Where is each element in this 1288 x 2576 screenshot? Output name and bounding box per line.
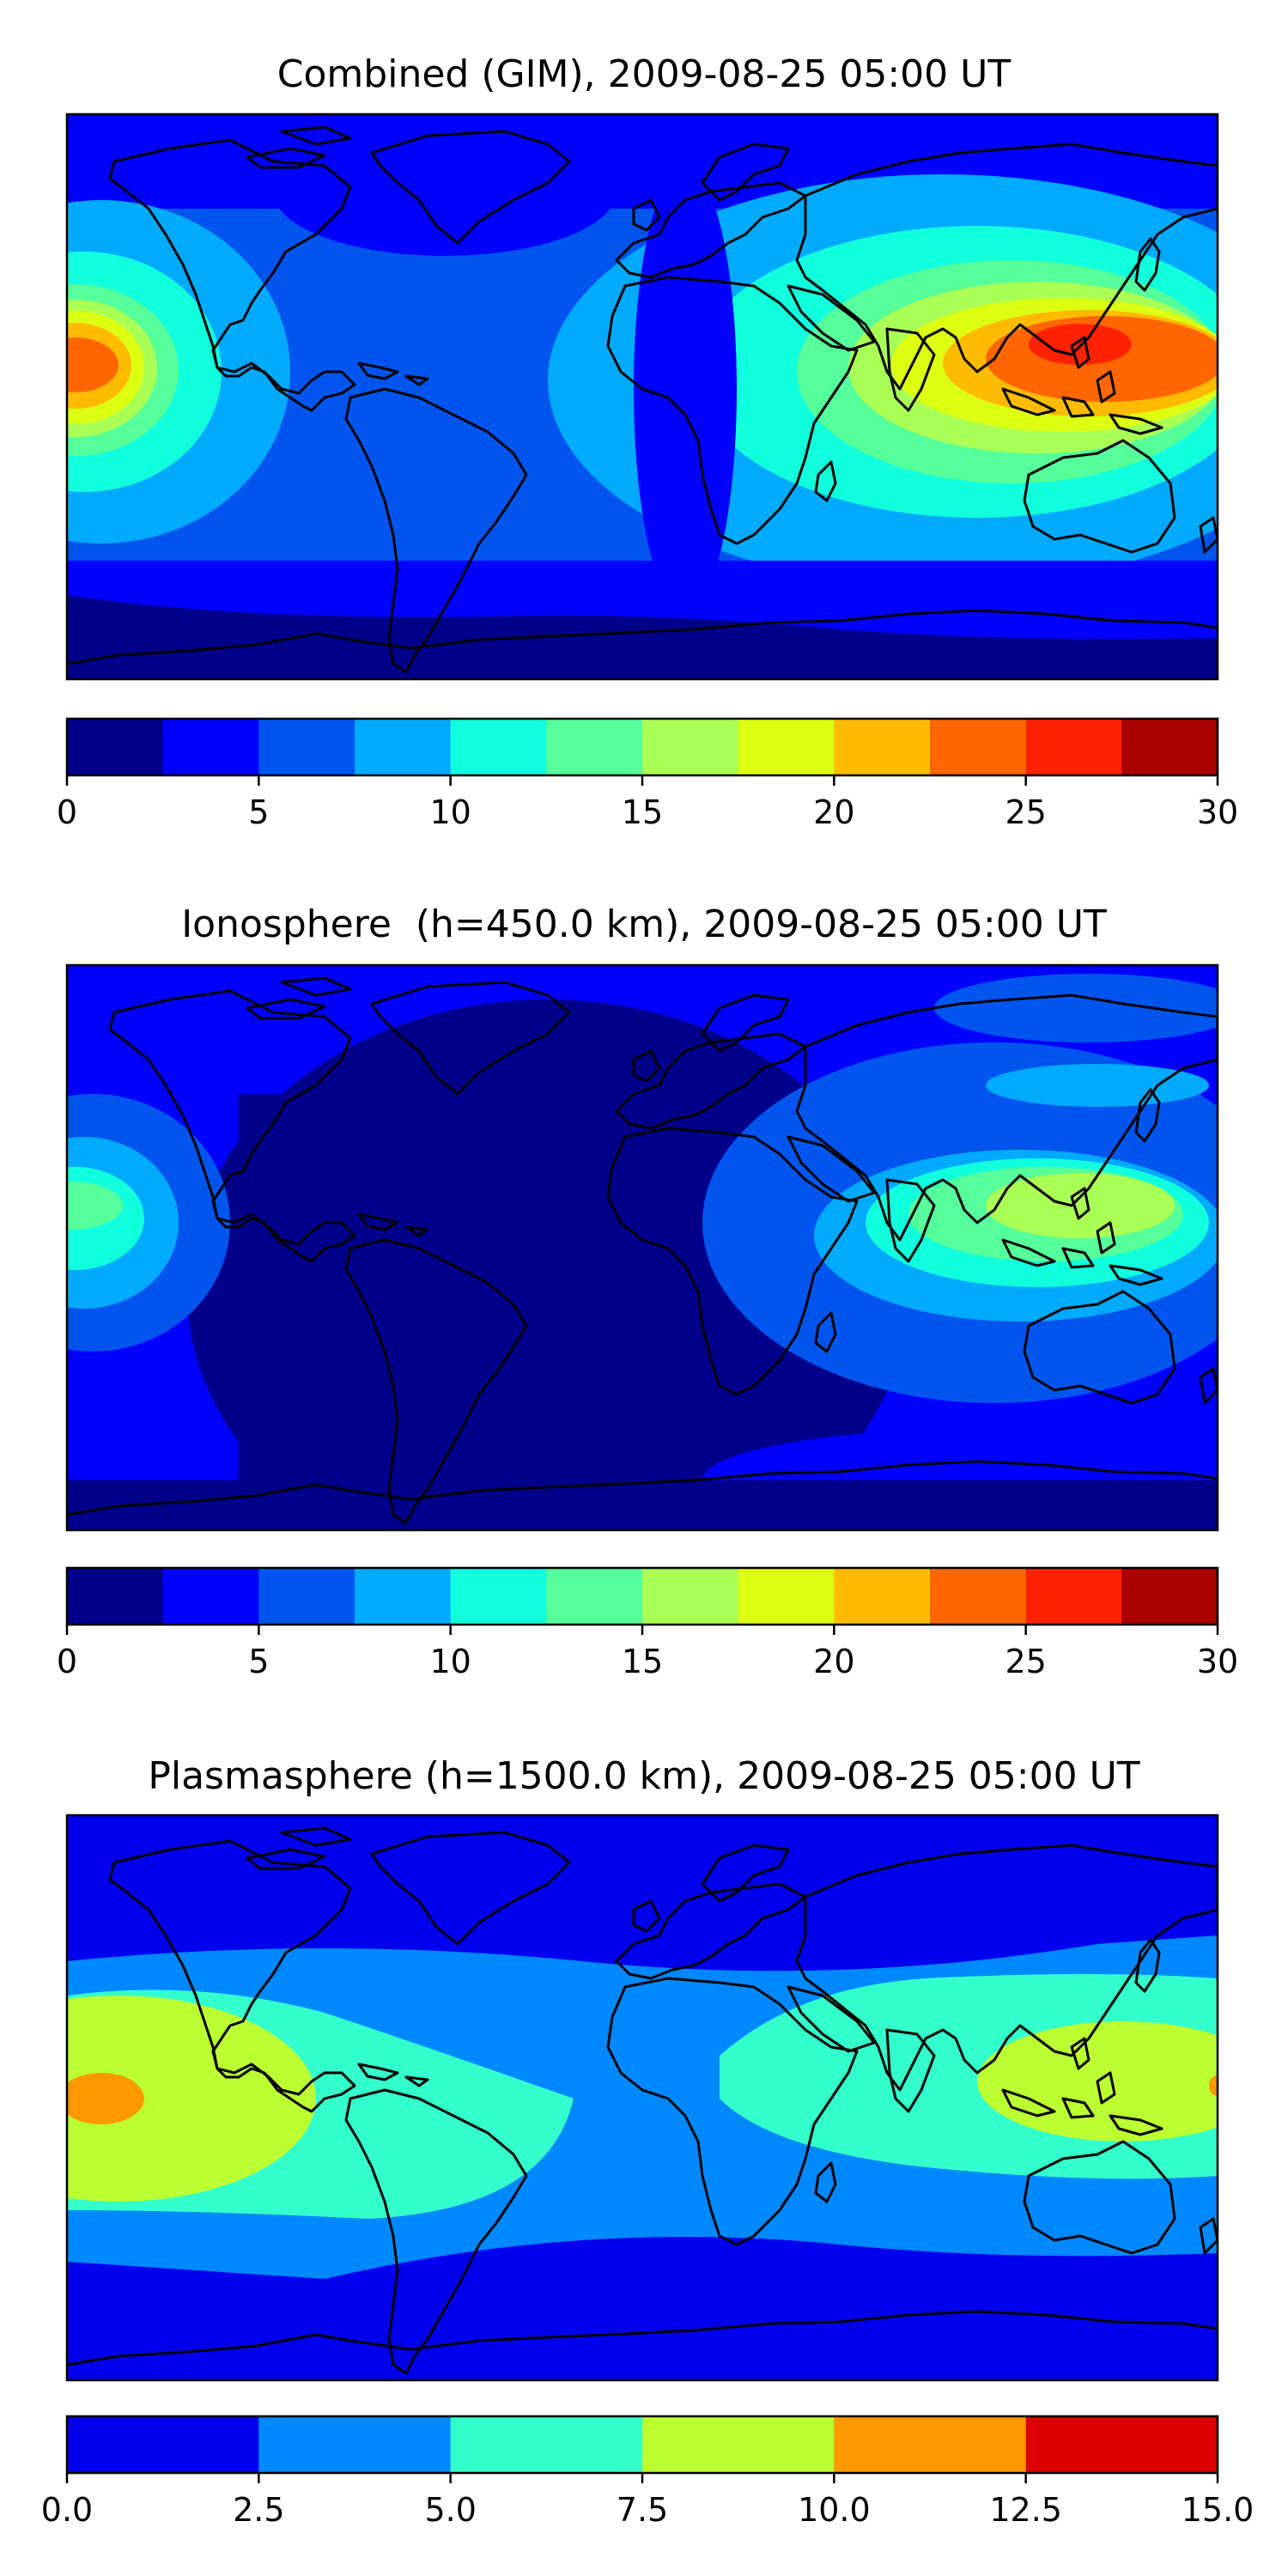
colorbar-swatch [450, 2416, 643, 2473]
colorbar-tick-label: 12.5 [989, 2491, 1062, 2529]
colorbar-plasmasphere: 0.0 2.5 5.0 7.5 10.0 12.5 15.0 [41, 2415, 1255, 2529]
colorbar-swatch [1025, 1568, 1122, 1625]
colorbar-tick-label: 15 [622, 1643, 663, 1680]
colorbar-combined: 0 5 10 15 20 25 30 [57, 717, 1238, 831]
colorbar-swatch [162, 719, 259, 775]
colorbar-swatch [834, 1568, 931, 1625]
colorbar-swatch [162, 1568, 259, 1625]
colorbar-swatch [67, 1568, 164, 1625]
colorbar-tick-label: 2.5 [233, 2491, 284, 2529]
map-frame [65, 963, 1219, 1532]
colorbar-tick-label: 0 [57, 1643, 77, 1680]
colorbar-swatch [1121, 719, 1218, 775]
colorbar-swatch [642, 1568, 739, 1625]
colorbar-swatch [930, 1568, 1027, 1625]
colorbar-ticks: 0 5 10 15 20 25 30 [57, 1625, 1238, 1680]
map-frame [65, 1814, 1219, 2382]
colorbar-tick-label: 25 [1005, 1643, 1046, 1680]
colorbar-tick-label: 15.0 [1182, 2491, 1255, 2529]
colorbar-tick-label: 5 [248, 793, 269, 831]
colorbar-swatches [67, 1568, 1218, 1625]
colorbar-ticks: 0 5 10 15 20 25 30 [57, 775, 1238, 831]
colorbar-swatch [546, 719, 643, 775]
panel-title-combined: Combined (GIM), 2009-08-25 05:00 UT [276, 52, 1012, 96]
colorbar-ionosphere: 0 5 10 15 20 25 30 [57, 1566, 1238, 1680]
colorbar-swatch [1025, 2416, 1218, 2473]
colorbar-tick-label: 10 [429, 1643, 471, 1680]
colorbar-tick-label: 0 [57, 793, 77, 831]
map-frame [65, 112, 1219, 681]
colorbar-tick-label: 5 [248, 1643, 269, 1680]
colorbar-swatches [67, 2416, 1218, 2473]
colorbar-swatches [67, 719, 1218, 775]
colorbar-swatch [67, 2416, 259, 2473]
colorbar-swatch [1121, 1568, 1218, 1625]
panel-title-plasmasphere: Plasmasphere (h=1500.0 km), 2009-08-25 0… [148, 1754, 1140, 1798]
colorbar-tick-label: 30 [1197, 1643, 1238, 1680]
colorbar-tick-label: 30 [1197, 793, 1238, 831]
colorbar-swatch [738, 1568, 835, 1625]
colorbar-ticks: 0.0 2.5 5.0 7.5 10.0 12.5 15.0 [41, 2473, 1255, 2529]
colorbar-swatch [642, 719, 739, 775]
colorbar-tick-label: 10 [429, 793, 471, 831]
map-ionosphere [65, 963, 1219, 1532]
colorbar-swatch [355, 719, 452, 775]
colorbar-swatch [642, 2416, 835, 2473]
colorbar-swatch [834, 719, 931, 775]
colorbar-tick-label: 10.0 [798, 2491, 871, 2529]
colorbar-tick-label: 0.0 [41, 2491, 93, 2529]
colorbar-swatch [450, 1568, 547, 1625]
colorbar-swatch [1025, 719, 1122, 775]
colorbar-swatch [258, 1568, 355, 1625]
map-plasmasphere [65, 1814, 1219, 2382]
colorbar-swatch [67, 719, 164, 775]
colorbar-tick-label: 15 [622, 793, 663, 831]
colorbar-tick-label: 20 [813, 793, 854, 831]
colorbar-swatch [258, 2416, 452, 2473]
map-combined [65, 112, 1219, 681]
colorbar-swatch [355, 1568, 452, 1625]
colorbar-tick-label: 7.5 [617, 2491, 668, 2529]
colorbar-swatch [738, 719, 835, 775]
colorbar-tick-label: 20 [813, 1643, 854, 1680]
colorbar-swatch [834, 2416, 1027, 2473]
panel-title-ionosphere: Ionosphere (h=450.0 km), 2009-08-25 05:0… [181, 902, 1107, 946]
colorbar-tick-label: 5.0 [424, 2491, 476, 2529]
colorbar-swatch [930, 719, 1027, 775]
colorbar-swatch [450, 719, 547, 775]
colorbar-tick-label: 25 [1005, 793, 1046, 831]
colorbar-swatch [546, 1568, 643, 1625]
colorbar-swatch [258, 719, 355, 775]
